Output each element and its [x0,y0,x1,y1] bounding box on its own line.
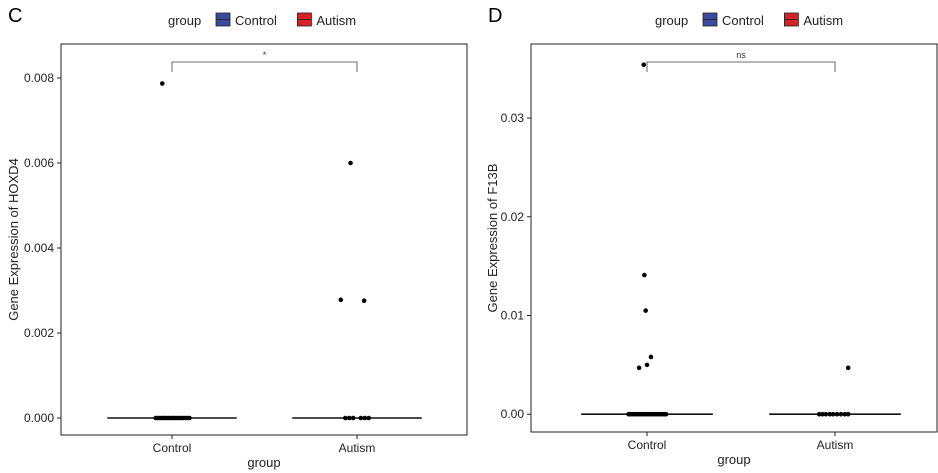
data-point-autism [338,297,344,303]
data-point-autism [838,411,844,417]
y-tick-label: 0.002 [24,326,54,340]
x-tick-label-control: Control [153,441,192,455]
x-axis-title: group [247,455,280,470]
data-point-control [643,308,648,313]
data-point-control [636,365,642,371]
y-axis-title: Gene Expression of F13B [485,164,500,313]
legend-title: group [168,13,201,28]
data-point-autism [343,415,348,421]
x-axis-title: group [717,452,750,467]
significance-bracket [646,61,836,72]
data-point-control [642,272,647,278]
data-point-autism [346,415,352,421]
y-tick-label: 0.006 [24,156,54,170]
significance-label: * [263,50,267,60]
y-tick-label: 0.02 [501,210,525,224]
data-point-autism [827,411,833,417]
y-tick-label: 0.00 [501,407,525,421]
data-point-control [663,411,669,417]
x-tick-label-autism: Autism [339,441,376,455]
data-point-autism [348,160,353,166]
plot-frame [530,43,938,433]
data-point-control [648,354,654,360]
data-point-autism [842,411,848,417]
legend-label-control: Control [722,13,764,28]
legend-label-autism: Autism [316,13,356,28]
data-point-control [641,62,647,68]
panel-label-0: C [8,5,22,27]
y-tick-label: 0.004 [24,241,54,255]
data-point-control [644,362,650,368]
y-tick-label: 0.01 [501,309,525,323]
y-axis-title: Gene Expression of HOXD4 [6,158,21,321]
data-point-autism [362,415,368,421]
data-point-autism [845,365,851,371]
y-tick-label: 0.000 [24,411,54,425]
data-point-autism [845,411,851,417]
x-tick-label-control: Control [628,438,667,452]
data-point-autism [820,411,825,417]
significance-label: ns [736,50,746,60]
data-point-autism [830,411,836,417]
significance-bracket [171,61,358,72]
y-tick-label: 0.03 [501,111,525,125]
data-point-autism [350,415,356,421]
data-point-autism [834,411,840,417]
data-point-control [187,415,192,421]
data-point-autism [823,411,829,417]
data-point-autism [816,411,822,417]
legend-label-autism: Autism [803,13,843,28]
data-point-autism [361,298,367,304]
data-point-control [159,81,165,86]
data-point-autism [366,415,371,421]
data-point-autism [358,415,364,421]
x-tick-label-autism: Autism [817,438,854,452]
legend-title: group [655,13,688,28]
plot-frame [60,43,468,436]
legend-label-control: Control [235,13,277,28]
y-tick-label: 0.008 [24,71,54,85]
panel-label-1: D [488,5,502,27]
